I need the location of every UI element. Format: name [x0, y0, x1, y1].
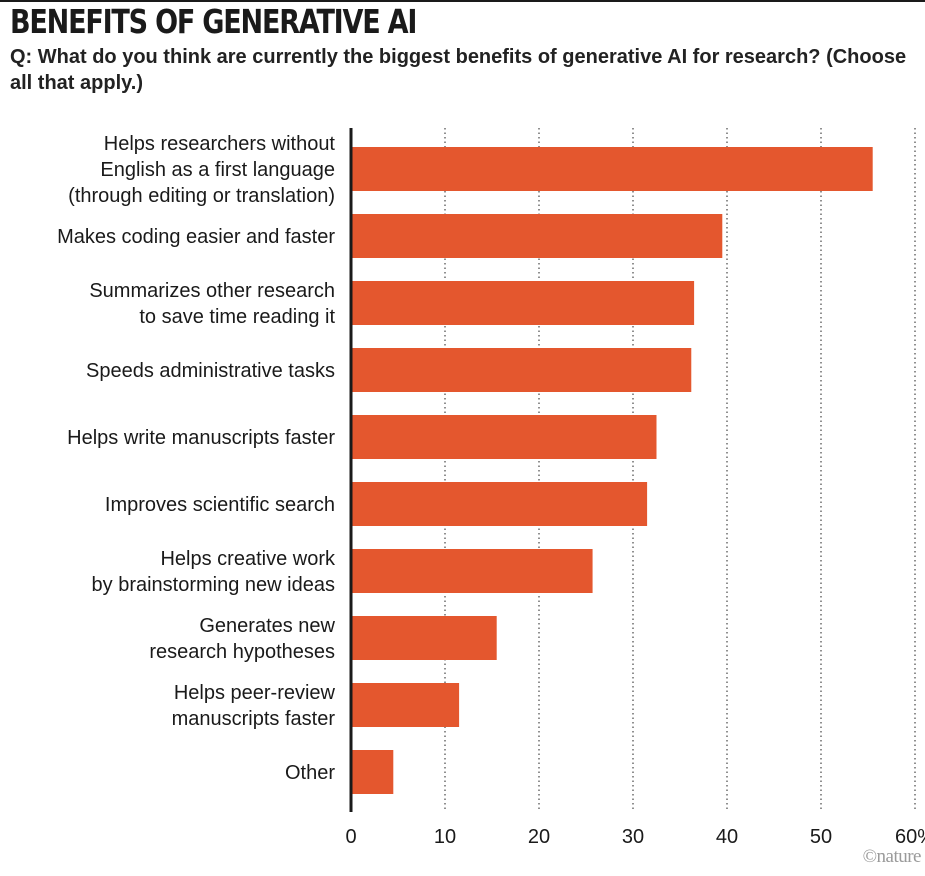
x-tick-label: 40: [716, 826, 738, 848]
category-label: Other: [285, 762, 335, 784]
bars: [351, 147, 873, 794]
bar: [351, 683, 460, 727]
chart-subtitle: Q: What do you think are currently the b…: [10, 46, 907, 94]
category-label: Helps peer-review manuscripts faster: [172, 682, 336, 730]
category-label: Generates new research hypotheses: [149, 615, 335, 663]
category-label: Improves scientific search: [105, 494, 335, 516]
category-label: Helps write manuscripts faster: [67, 427, 335, 449]
x-tick-label: 50: [810, 826, 832, 848]
category-label: Makes coding easier and faster: [57, 226, 335, 248]
x-axis-ticks: 0 10 20 30 40 50 60%: [345, 826, 925, 848]
bar: [351, 348, 692, 392]
x-tick-label: 10: [434, 826, 456, 848]
x-tick-label: 30: [622, 826, 644, 848]
bar: [351, 750, 394, 794]
category-label: Speeds administrative tasks: [86, 360, 335, 382]
category-label: Summarizes other research to save time re…: [89, 280, 335, 328]
category-labels: Helps researchers without English as a fi…: [57, 133, 336, 784]
x-tick-label: 60%: [895, 826, 925, 848]
bar: [351, 281, 695, 325]
nature-credit: ©nature: [862, 846, 922, 867]
chart-title: BENEFITS OF GENERATIVE AI: [10, 2, 417, 41]
bar: [351, 147, 873, 191]
top-rule: [0, 0, 925, 2]
x-tick-label: 0: [345, 826, 356, 848]
bar: [351, 214, 723, 258]
bar: [351, 415, 657, 459]
bar: [351, 616, 497, 660]
bar: [351, 549, 593, 593]
category-label: Helps creative work by brainstorming new …: [92, 548, 336, 596]
bar: [351, 482, 648, 526]
x-tick-label: 20: [528, 826, 550, 848]
category-label: Helps researchers without English as a fi…: [68, 133, 335, 207]
